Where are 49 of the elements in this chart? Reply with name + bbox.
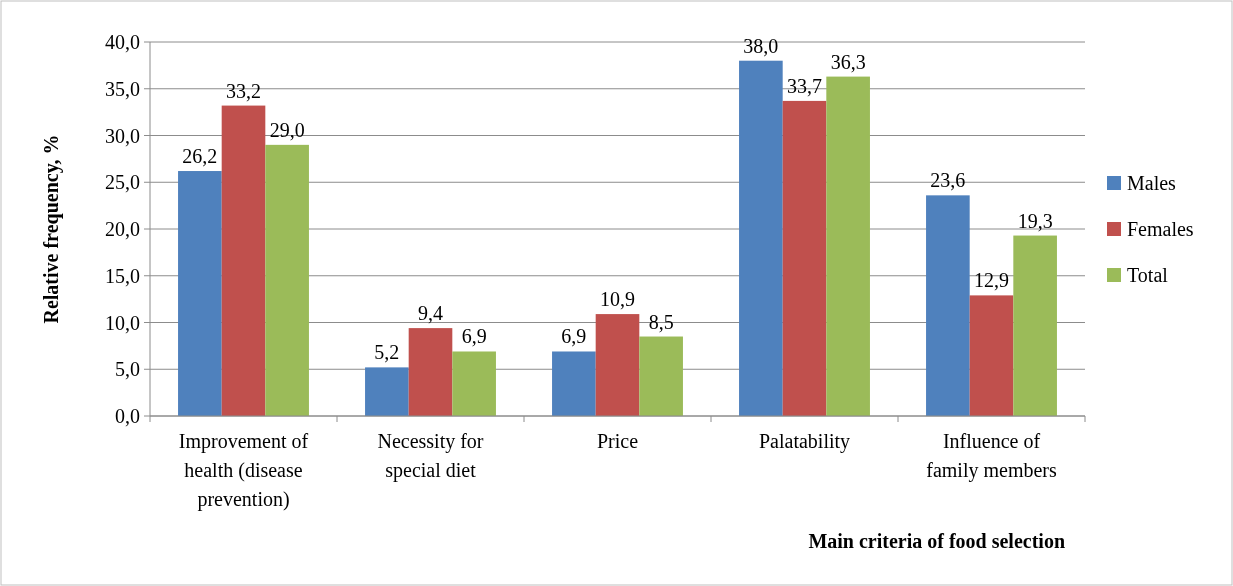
bar xyxy=(552,351,596,416)
x-axis-title: Main criteria of food selection xyxy=(808,530,1065,552)
legend-label: Total xyxy=(1127,264,1169,286)
x-tick-label: Price xyxy=(596,430,639,452)
data-label: 29,0 xyxy=(269,118,305,141)
bar xyxy=(1013,235,1057,416)
data-label: 6,9 xyxy=(461,325,487,348)
data-label: 9,4 xyxy=(418,302,443,325)
y-tick-label: 10,0 xyxy=(105,311,140,334)
legend-label: Females xyxy=(1127,218,1194,240)
y-axis-title: Relative frequency, % xyxy=(40,134,63,324)
bar xyxy=(265,144,309,416)
y-tick-label: 20,0 xyxy=(105,218,140,240)
data-label: 10,9 xyxy=(600,288,635,311)
data-label: 23,6 xyxy=(930,169,966,192)
x-tick-label: Improvement of health (disease prevention) xyxy=(178,430,309,511)
data-label: 33,7 xyxy=(787,74,822,97)
bar xyxy=(739,60,783,416)
data-label: 33,2 xyxy=(226,79,261,102)
y-tick-label: 35,0 xyxy=(105,77,140,100)
y-tick-label: 30,0 xyxy=(105,124,140,147)
data-label: 19,3 xyxy=(1017,209,1053,232)
bar xyxy=(408,328,453,416)
data-label: 26,2 xyxy=(182,145,218,168)
bar xyxy=(639,336,683,416)
bar xyxy=(826,76,870,416)
bar xyxy=(595,314,640,416)
data-label: 6,9 xyxy=(561,325,587,348)
x-tick-label: Influence of family members xyxy=(926,430,1057,482)
x-tick-label: Palatability xyxy=(758,430,851,453)
bar xyxy=(365,367,409,416)
x-tick-label: Necessity for special diet xyxy=(377,430,484,482)
y-tick-label: 25,0 xyxy=(105,171,140,194)
bar xyxy=(221,105,266,416)
bar xyxy=(452,351,496,416)
y-tick-label: 40,0 xyxy=(105,31,140,53)
data-label: 36,3 xyxy=(830,50,866,73)
y-tick-label: 0,0 xyxy=(115,405,140,427)
y-tick-label: 15,0 xyxy=(105,264,140,287)
bar xyxy=(178,171,222,416)
data-label: 8,5 xyxy=(648,310,674,333)
bar xyxy=(782,100,827,416)
bar xyxy=(969,295,1014,416)
data-label: 38,0 xyxy=(743,34,779,57)
data-label: 12,9 xyxy=(974,269,1009,292)
data-label: 5,2 xyxy=(374,341,400,364)
legend-label: Males xyxy=(1127,172,1177,194)
bar xyxy=(926,195,970,416)
y-tick-label: 5,0 xyxy=(115,358,140,381)
